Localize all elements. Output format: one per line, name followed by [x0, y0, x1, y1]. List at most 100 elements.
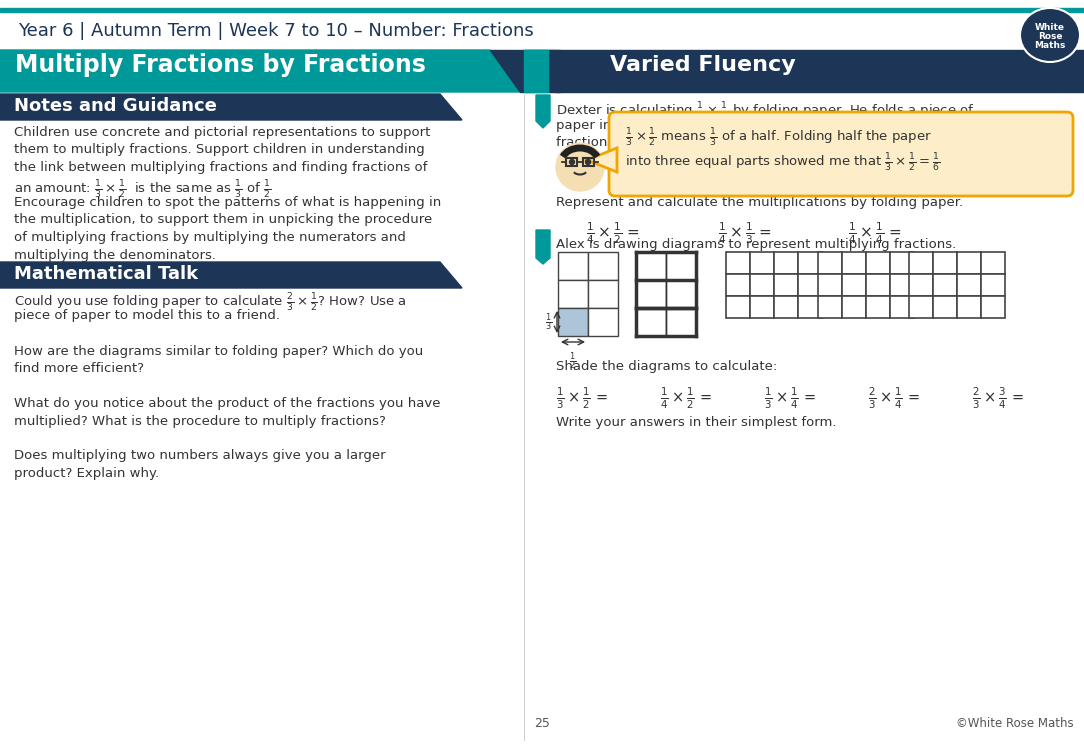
Bar: [957, 252, 981, 274]
Text: Does multiplying two numbers always give you a larger: Does multiplying two numbers always give…: [14, 449, 386, 463]
Bar: [774, 296, 798, 318]
Bar: [666, 280, 696, 308]
Text: Maths: Maths: [1034, 41, 1066, 50]
Text: Notes and Guidance: Notes and Guidance: [14, 97, 217, 115]
Text: What do you notice about the product of the fractions you have: What do you notice about the product of …: [14, 397, 440, 410]
Text: Children use concrete and pictorial representations to support: Children use concrete and pictorial repr…: [14, 126, 430, 139]
Bar: [566, 158, 577, 166]
Text: $\frac{1}{4} \times \frac{1}{2}$ =: $\frac{1}{4} \times \frac{1}{2}$ =: [660, 386, 712, 411]
Circle shape: [585, 160, 591, 164]
Circle shape: [556, 143, 604, 191]
Bar: [750, 274, 774, 296]
Bar: [981, 252, 1005, 274]
Bar: [726, 252, 750, 274]
Text: product? Explain why.: product? Explain why.: [14, 467, 159, 480]
Text: into three equal parts showed me that $\frac{1}{3} \times \frac{1}{2} = \frac{1}: into three equal parts showed me that $\…: [625, 152, 940, 174]
Text: 25: 25: [534, 717, 550, 730]
Ellipse shape: [1021, 9, 1079, 61]
Bar: [726, 296, 750, 318]
Bar: [818, 252, 842, 274]
Circle shape: [569, 160, 575, 164]
Bar: [558, 308, 588, 336]
Text: Could you use folding paper to calculate $\frac{2}{3} \times \frac{1}{2}$? How? : Could you use folding paper to calculate…: [14, 292, 406, 314]
Text: $\frac{1}{3} \times \frac{1}{4}$ =: $\frac{1}{3} \times \frac{1}{4}$ =: [764, 386, 816, 411]
Bar: [842, 274, 866, 296]
Bar: [558, 252, 588, 280]
Bar: [798, 252, 822, 274]
Text: piece of paper to model this to a friend.: piece of paper to model this to a friend…: [14, 310, 280, 322]
Bar: [957, 296, 981, 318]
Bar: [726, 274, 750, 296]
Polygon shape: [524, 50, 549, 92]
Bar: [666, 308, 696, 336]
Text: Write your answers in their simplest form.: Write your answers in their simplest for…: [556, 416, 837, 429]
Polygon shape: [0, 262, 462, 288]
Bar: [981, 274, 1005, 296]
Bar: [909, 296, 933, 318]
Text: Shade the diagrams to calculate:: Shade the diagrams to calculate:: [556, 360, 777, 373]
Bar: [636, 280, 666, 308]
Polygon shape: [524, 50, 1084, 92]
Bar: [890, 274, 914, 296]
Bar: [866, 252, 890, 274]
Text: $\frac{1}{4} \times \frac{1}{4}$ =: $\frac{1}{4} \times \frac{1}{4}$ =: [848, 220, 902, 245]
Text: multiplying the denominators.: multiplying the denominators.: [14, 248, 216, 262]
Polygon shape: [588, 148, 617, 172]
Bar: [981, 296, 1005, 318]
Bar: [933, 296, 957, 318]
Bar: [774, 274, 798, 296]
Text: an amount: $\frac{1}{3} \times \frac{1}{2}$  is the same as $\frac{1}{3}$ of $\f: an amount: $\frac{1}{3} \times \frac{1}{…: [14, 178, 271, 200]
Text: $\frac{1}{4} \times \frac{1}{3}$ =: $\frac{1}{4} \times \frac{1}{3}$ =: [718, 220, 772, 245]
Bar: [909, 274, 933, 296]
Text: White: White: [1035, 23, 1064, 32]
Text: $\frac{1}{3}$: $\frac{1}{3}$: [545, 311, 552, 333]
Bar: [818, 296, 842, 318]
Text: fraction of paper he has created. When he opens it up he finds he: fraction of paper he has created. When h…: [556, 136, 997, 149]
Text: $\frac{2}{3} \times \frac{3}{4}$ =: $\frac{2}{3} \times \frac{3}{4}$ =: [972, 386, 1024, 411]
Bar: [0, 8, 1084, 12]
Text: Multiply Fractions by Fractions: Multiply Fractions by Fractions: [15, 53, 426, 77]
Text: $\frac{1}{2}$: $\frac{1}{2}$: [569, 350, 577, 372]
Text: Alex is drawing diagrams to represent multiplying fractions.: Alex is drawing diagrams to represent mu…: [556, 238, 956, 251]
Text: Represent and calculate the multiplications by folding paper.: Represent and calculate the multiplicati…: [556, 196, 963, 209]
Bar: [909, 252, 933, 274]
Text: $\frac{1}{3} \times \frac{1}{2}$ =: $\frac{1}{3} \times \frac{1}{2}$ =: [556, 386, 608, 411]
Bar: [750, 296, 774, 318]
Text: Rose: Rose: [1037, 32, 1062, 41]
Text: paper in half. He then folds the half into thirds.He shades the: paper in half. He then folds the half in…: [556, 118, 965, 131]
Bar: [957, 274, 981, 296]
Bar: [798, 274, 822, 296]
Bar: [890, 252, 914, 274]
Text: the multiplication, to support them in unpicking the procedure: the multiplication, to support them in u…: [14, 214, 433, 226]
Bar: [890, 296, 914, 318]
Polygon shape: [535, 95, 550, 128]
Bar: [636, 252, 666, 280]
Bar: [933, 252, 957, 274]
Text: Mathematical Talk: Mathematical Talk: [14, 265, 198, 283]
Bar: [588, 252, 618, 280]
Bar: [750, 252, 774, 274]
Bar: [588, 308, 618, 336]
Text: How are the diagrams similar to folding paper? Which do you: How are the diagrams similar to folding …: [14, 344, 423, 358]
Bar: [588, 280, 618, 308]
Bar: [583, 158, 594, 166]
Bar: [774, 252, 798, 274]
Bar: [798, 296, 822, 318]
Text: $\frac{1}{4} \times \frac{1}{2}$ =: $\frac{1}{4} \times \frac{1}{2}$ =: [586, 220, 640, 245]
Bar: [842, 296, 866, 318]
Bar: [842, 252, 866, 274]
Text: of multiplying fractions by multiplying the numerators and: of multiplying fractions by multiplying …: [14, 231, 405, 244]
Text: ©White Rose Maths: ©White Rose Maths: [956, 717, 1074, 730]
FancyBboxPatch shape: [609, 112, 1073, 196]
Bar: [818, 274, 842, 296]
Text: Varied Fluency: Varied Fluency: [610, 55, 796, 75]
Bar: [866, 296, 890, 318]
Bar: [636, 308, 666, 336]
Polygon shape: [0, 94, 462, 120]
Text: multiplied? What is the procedure to multiply fractions?: multiplied? What is the procedure to mul…: [14, 415, 386, 428]
Text: Dexter is calculating $\frac{1}{3} \times \frac{1}{2}$ by folding paper. He fold: Dexter is calculating $\frac{1}{3} \time…: [556, 101, 975, 123]
Text: $\frac{2}{3} \times \frac{1}{4}$ =: $\frac{2}{3} \times \frac{1}{4}$ =: [868, 386, 920, 411]
Bar: [666, 252, 696, 280]
Polygon shape: [0, 50, 520, 92]
Text: the link between multiplying fractions and finding fractions of: the link between multiplying fractions a…: [14, 161, 427, 174]
